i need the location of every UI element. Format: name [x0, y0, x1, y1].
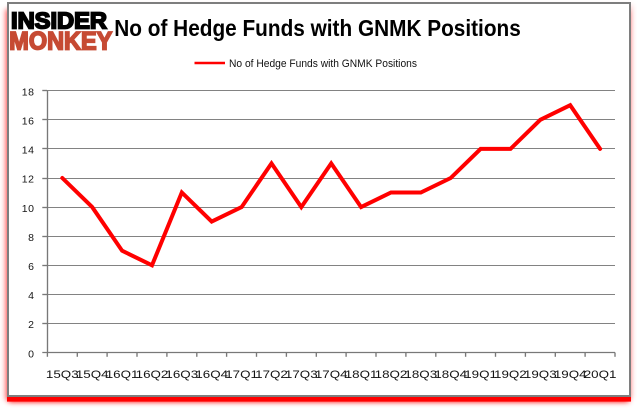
svg-text:8: 8: [28, 232, 34, 244]
svg-text:15Q4: 15Q4: [76, 369, 109, 381]
svg-text:19Q4: 19Q4: [554, 369, 587, 381]
svg-text:4: 4: [28, 290, 34, 302]
svg-text:19Q1: 19Q1: [464, 369, 497, 381]
svg-text:18Q2: 18Q2: [375, 369, 408, 381]
svg-text:16Q4: 16Q4: [195, 369, 228, 381]
svg-text:12: 12: [22, 174, 34, 186]
svg-text:2: 2: [28, 319, 34, 331]
svg-text:6: 6: [28, 261, 34, 273]
svg-text:17Q4: 17Q4: [315, 369, 348, 381]
svg-text:18Q4: 18Q4: [434, 369, 467, 381]
svg-text:19Q3: 19Q3: [524, 369, 557, 381]
svg-text:17Q2: 17Q2: [255, 369, 288, 381]
svg-text:15Q3: 15Q3: [46, 369, 79, 381]
svg-text:20Q1: 20Q1: [584, 369, 617, 381]
svg-text:INSIDER: INSIDER: [11, 8, 107, 34]
svg-text:18: 18: [22, 86, 34, 98]
svg-text:17Q1: 17Q1: [225, 369, 258, 381]
svg-text:MONKEY: MONKEY: [9, 28, 112, 56]
svg-text:17Q3: 17Q3: [285, 369, 318, 381]
svg-text:16Q1: 16Q1: [106, 369, 139, 381]
svg-text:18Q1: 18Q1: [345, 369, 378, 381]
svg-text:No of Hedge Funds with GNMK Po: No of Hedge Funds with GNMK Positions: [114, 15, 521, 41]
svg-text:18Q3: 18Q3: [404, 369, 437, 381]
svg-text:14: 14: [22, 145, 34, 157]
svg-text:0: 0: [28, 348, 34, 360]
svg-text:16: 16: [22, 116, 34, 128]
svg-text:10: 10: [22, 203, 34, 215]
svg-text:16Q3: 16Q3: [165, 369, 198, 381]
svg-text:19Q2: 19Q2: [494, 369, 527, 381]
svg-text:No of Hedge Funds with GNMK Po: No of Hedge Funds with GNMK Positions: [229, 58, 417, 70]
svg-text:16Q2: 16Q2: [136, 369, 169, 381]
